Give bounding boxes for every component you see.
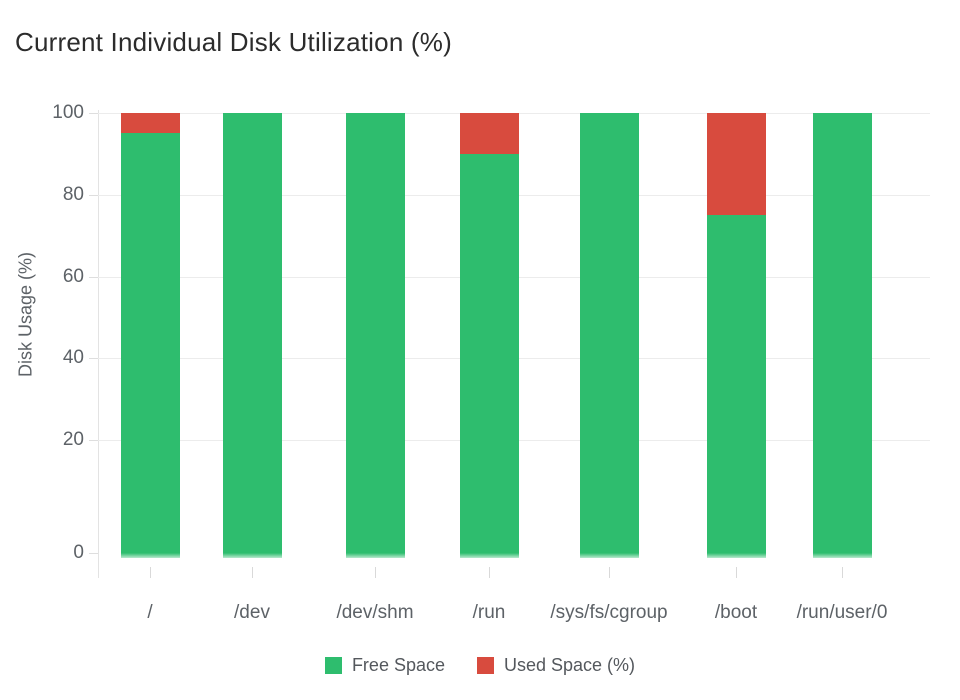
y-tick (89, 276, 98, 278)
legend-label: Free Space (351, 655, 445, 675)
x-category-label: /sys/fs/cgroup (550, 602, 668, 623)
x-category-label: /run (472, 602, 506, 623)
x-category-label: /dev (234, 602, 270, 623)
bar-segment-used-boot[interactable] (707, 113, 766, 215)
x-tick (150, 567, 151, 578)
bar-segment-free-dev[interactable] (223, 113, 282, 558)
y-tick-label: 40 (62, 347, 84, 369)
bar-segment-free-dev-shm[interactable] (346, 113, 405, 558)
legend-swatch-free-space (324, 657, 342, 674)
y-tick (89, 194, 98, 196)
chart-title: Current Individual Disk Utilization (%) (15, 27, 452, 57)
legend-swatch-used-space (477, 657, 494, 674)
bar-segment-used-run[interactable] (460, 113, 519, 154)
legend-label: Used Space (%) (504, 655, 636, 675)
bar-segment-free-run[interactable] (460, 154, 519, 558)
x-category-label: /dev/shm (336, 602, 414, 623)
x-category-label: /boot (714, 602, 758, 623)
y-tick-label: 100 (52, 102, 84, 123)
x-tick (375, 567, 376, 578)
chart-legend: Free Space Used Space (%) (0, 655, 960, 676)
x-tick (252, 567, 253, 578)
y-tick-label: 60 (62, 265, 84, 287)
y-tick-label: 80 (62, 183, 84, 205)
y-axis-line (98, 110, 99, 578)
bar-segment-free-sys-fs-cgroup[interactable] (580, 113, 639, 558)
y-tick (89, 113, 98, 114)
legend-item-used-space[interactable]: Used Space (%) (477, 655, 635, 676)
x-tick (736, 567, 737, 578)
y-tick-label: 20 (62, 429, 84, 450)
x-tick (842, 567, 843, 578)
y-tick (89, 553, 98, 554)
bar-segment-free-run-user-0[interactable] (813, 113, 872, 558)
bar-segment-free-boot[interactable] (707, 215, 766, 558)
x-category-label: /run/user/0 (796, 602, 888, 623)
x-category-label: / (147, 602, 153, 623)
bar-segment-used-[interactable] (121, 113, 180, 133)
x-tick (489, 567, 490, 578)
x-tick (609, 567, 610, 578)
y-tick-label: 0 (73, 542, 84, 563)
legend-item-free-space[interactable]: Free Space (324, 655, 445, 676)
y-tick (89, 358, 98, 360)
bar-segment-free-[interactable] (121, 133, 180, 558)
y-tick (89, 440, 98, 441)
